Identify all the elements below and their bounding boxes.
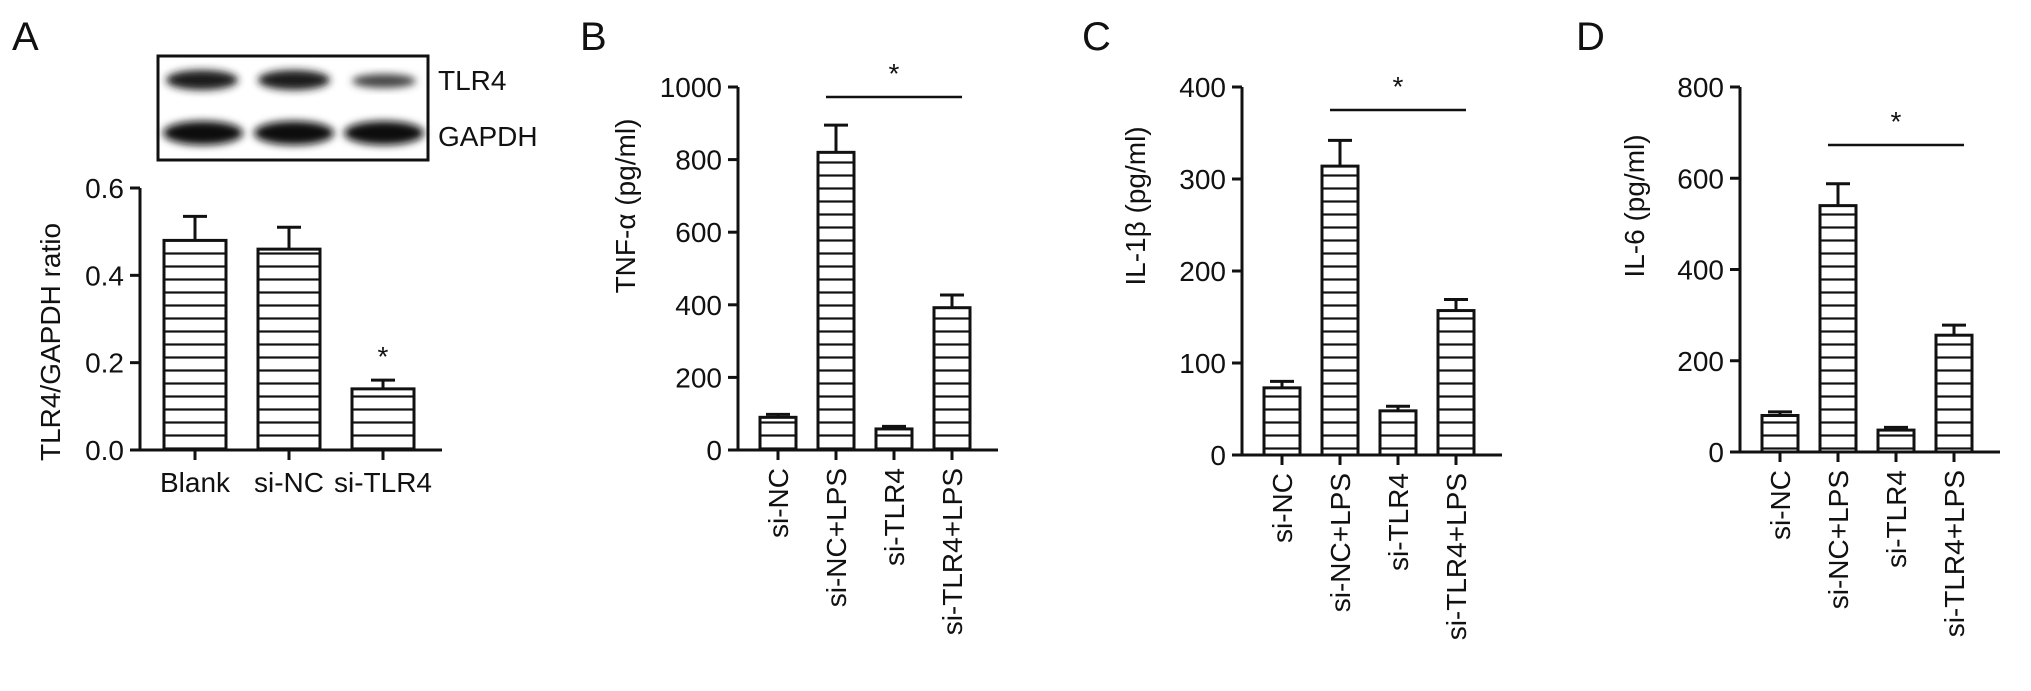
- plot-area-b: 0 200 400 600 800 1000 si-NC si-NC+LPS si-TLR4 si…: [660, 58, 998, 635]
- bar: [1262, 386, 1302, 457]
- plot-area-c: 0 100 200 300 400 si-NC si-NC+LPS si-TLR4 si-TLR…: [1179, 71, 1502, 640]
- blot-label-tlr4: TLR4: [438, 65, 506, 96]
- bar: [256, 247, 322, 452]
- y-tick-label: 0.0: [85, 435, 124, 466]
- x-category-label: si-NC: [1765, 470, 1796, 540]
- y-tick-label: 600: [1677, 163, 1724, 194]
- y-tick-label: 800: [1677, 72, 1724, 103]
- bar: [162, 238, 228, 452]
- panel-label-d: D: [1576, 15, 1605, 59]
- bar: [350, 387, 416, 452]
- x-category-label: si-NC+LPS: [1325, 473, 1356, 612]
- bar: [1934, 333, 1974, 454]
- y-tick-label: 300: [1179, 164, 1226, 195]
- y-axis-label-a: TLR4/GAPDH ratio: [35, 223, 66, 461]
- y-axis-label-d: IL-6 (pg/ml): [1619, 134, 1650, 277]
- y-tick-label: 400: [675, 290, 722, 321]
- plot-area-d: 0 200 400 600 800 si-NC si-NC+LPS si-TLR4 si-TLR…: [1677, 72, 2000, 637]
- y-tick-label: 100: [1179, 348, 1226, 379]
- y-tick-label: 400: [1677, 255, 1724, 286]
- bar: [1760, 414, 1800, 454]
- panel-a: A TLR4 GAPDH TLR4/GAPDH ratio 0.00.20.40…: [12, 15, 538, 498]
- x-category-label: si-TLR4: [879, 468, 910, 566]
- panel-label-a: A: [12, 15, 39, 59]
- blot-band-row-tlr4: [166, 70, 416, 90]
- y-tick-label: 400: [1179, 72, 1226, 103]
- bar: [758, 415, 798, 452]
- plot-area-a: 0.0 0.2 0.4 0.6 Blank si-NC si-TLR4 *: [85, 173, 442, 498]
- panel-b: B TNF-α (pg/ml) 0 200 400 600 800 1000 si-NC si…: [580, 15, 998, 635]
- bar: [1378, 409, 1418, 457]
- y-tick-label: 0: [706, 435, 722, 466]
- bar: [1320, 164, 1360, 457]
- blot-label-gapdh: GAPDH: [438, 121, 538, 152]
- y-axis-label-c: IL-1β (pg/ml): [1120, 126, 1151, 285]
- x-category-label: si-TLR4+LPS: [937, 468, 968, 635]
- bar: [1436, 309, 1476, 457]
- bar: [932, 306, 972, 452]
- x-category-label: si-TLR4: [1881, 470, 1912, 568]
- significance-star: *: [1393, 71, 1404, 102]
- blot-band-row-gapdh: [163, 121, 424, 145]
- y-axis-label-b: TNF-α (pg/ml): [610, 119, 641, 294]
- panel-label-c: C: [1082, 15, 1111, 59]
- y-tick-label: 0.4: [85, 260, 124, 291]
- x-category-label: si-NC+LPS: [821, 468, 852, 607]
- bar: [1876, 428, 1916, 454]
- y-tick-label: 1000: [660, 72, 722, 103]
- significance-star: *: [1891, 106, 1902, 137]
- x-category-label: si-TLR4+LPS: [1441, 473, 1472, 640]
- x-category-label: si-NC+LPS: [1823, 470, 1854, 609]
- panel-d: D IL-6 (pg/ml) 0 200 400 600 800 si-NC si-NC+L…: [1576, 15, 2000, 637]
- y-tick-label: 200: [1677, 346, 1724, 377]
- y-tick-label: 200: [675, 362, 722, 393]
- bar: [1818, 204, 1858, 454]
- y-tick-label: 0.2: [85, 348, 124, 379]
- x-category-label: si-NC: [763, 468, 794, 538]
- y-tick-label: 800: [675, 145, 722, 176]
- significance-star: *: [889, 58, 900, 89]
- bar: [816, 150, 856, 452]
- x-category-label: Blank: [160, 467, 231, 498]
- panel-label-b: B: [580, 15, 607, 59]
- y-tick-label: 0.6: [85, 173, 124, 204]
- western-blot: TLR4 GAPDH: [156, 54, 538, 162]
- x-category-label: si-TLR4: [1383, 473, 1414, 571]
- significance-star: *: [378, 341, 389, 372]
- panel-c: C IL-1β (pg/ml) 0 100 200 300 400 si-NC si-NC+…: [1082, 15, 1502, 640]
- x-category-label: si-TLR4: [334, 467, 432, 498]
- x-category-label: si-NC: [1267, 473, 1298, 543]
- y-tick-label: 600: [675, 217, 722, 248]
- y-tick-label: 200: [1179, 256, 1226, 287]
- bar: [874, 427, 914, 452]
- y-tick-label: 0: [1708, 437, 1724, 468]
- x-category-label: si-TLR4+LPS: [1939, 470, 1970, 637]
- y-tick-label: 0: [1210, 440, 1226, 471]
- x-category-label: si-NC: [254, 467, 324, 498]
